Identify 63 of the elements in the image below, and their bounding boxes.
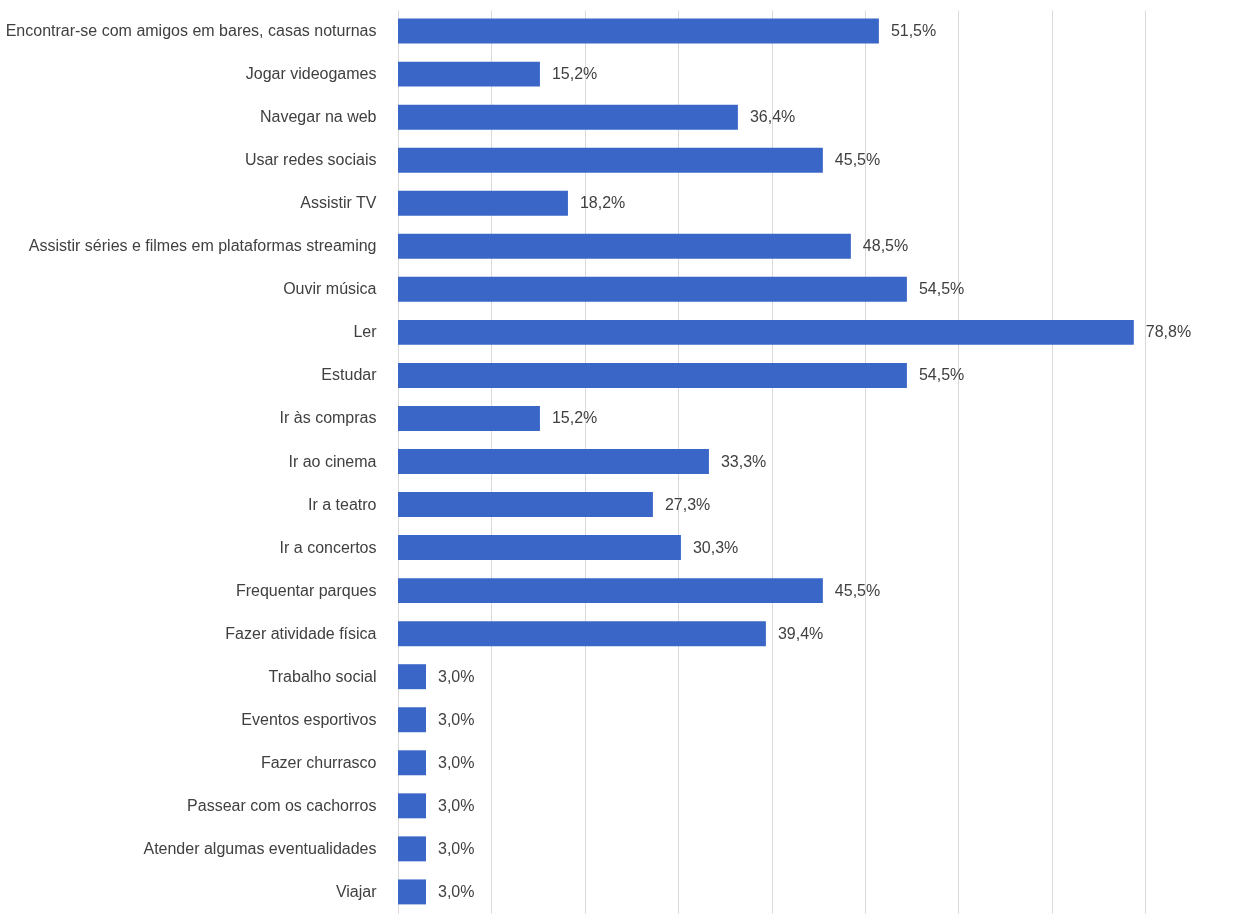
data-label: 54,5% — [918, 280, 965, 298]
data-label: 45,5% — [834, 151, 881, 169]
y-tick-label: Encontrar-se com amigos em bares, casas noturnas — [5, 22, 377, 40]
bar — [398, 492, 653, 518]
bar — [398, 276, 907, 302]
y-tick-label: Atender algumas eventualidades — [143, 839, 377, 857]
y-tick-label: Estudar — [321, 366, 378, 384]
bar — [398, 104, 738, 130]
y-tick-label: Trabalho social — [268, 667, 377, 685]
y-tick-label: Navegar na web — [259, 108, 377, 126]
bar — [398, 147, 823, 173]
data-label: 78,8% — [1145, 323, 1192, 341]
bar — [398, 405, 540, 431]
data-label: 39,4% — [777, 624, 824, 642]
y-tick-label: Usar redes sociais — [244, 151, 377, 169]
bar — [398, 836, 427, 862]
y-tick-label: Ir a concertos — [279, 538, 377, 556]
bar — [398, 233, 851, 259]
data-label: 3,0% — [438, 796, 475, 814]
y-tick-label: Ouvir música — [283, 280, 377, 298]
bar — [398, 879, 427, 905]
y-tick-label: Fazer churrasco — [260, 753, 377, 771]
bar — [398, 190, 568, 216]
data-label: 3,0% — [438, 753, 475, 771]
data-label: 18,2% — [579, 194, 626, 212]
bar — [398, 535, 681, 561]
bar — [398, 621, 766, 647]
data-label: 33,3% — [720, 452, 767, 470]
data-label: 15,2% — [551, 409, 598, 427]
y-tick-label: Jogar videogames — [245, 65, 377, 83]
bar — [398, 319, 1134, 345]
y-tick-label: Ir ao cinema — [288, 452, 377, 470]
data-label: 3,0% — [438, 839, 475, 857]
data-label: 48,5% — [862, 237, 909, 255]
data-label: 3,0% — [438, 667, 475, 685]
data-label: 45,5% — [834, 581, 881, 599]
bar — [398, 750, 427, 776]
y-tick-label: Ir a teatro — [308, 495, 377, 513]
bar — [398, 449, 709, 474]
y-tick-label: Ir às compras — [279, 409, 377, 427]
y-tick-label: Passear com os cachorros — [187, 796, 377, 814]
bar — [398, 793, 427, 819]
data-label: 27,3% — [664, 495, 711, 513]
bar — [398, 362, 907, 388]
data-label: 3,0% — [438, 710, 475, 728]
bar — [398, 664, 427, 690]
data-label: 15,2% — [551, 65, 598, 83]
y-tick-label: Eventos esportivos — [241, 710, 377, 728]
bar — [398, 61, 540, 87]
y-tick-label: Fazer atividade física — [225, 624, 377, 642]
data-label: 30,3% — [692, 538, 739, 556]
y-tick-label: Frequentar parques — [235, 581, 377, 599]
bar — [398, 707, 427, 733]
data-label: 36,4% — [749, 108, 796, 126]
y-tick-label: Ler — [353, 323, 378, 341]
bar — [398, 578, 823, 604]
data-label: 3,0% — [438, 882, 475, 900]
data-label: 54,5% — [918, 366, 965, 384]
y-tick-label: Assistir TV — [300, 194, 377, 212]
bar — [398, 18, 879, 44]
data-label: 51,5% — [890, 22, 937, 40]
y-tick-label: Viajar — [335, 882, 378, 900]
y-tick-label: Assistir séries e filmes em plataformas streaming — [28, 237, 377, 255]
